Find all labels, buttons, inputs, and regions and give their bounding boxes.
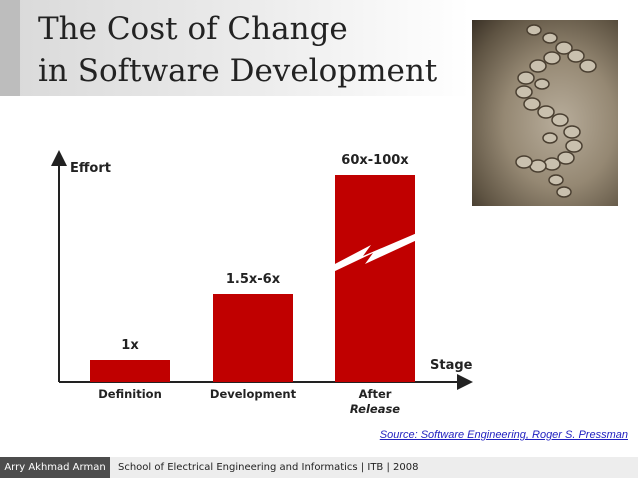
dollar-coins-photo xyxy=(472,20,618,206)
y-axis-label: Effort xyxy=(70,161,111,176)
axis-break-mark xyxy=(333,233,417,272)
slide-title-line-2: in Software Development xyxy=(38,53,438,89)
title-band: The Cost of Change in Software Developme… xyxy=(0,0,470,96)
footer-author: Arry Akhmad Arman xyxy=(0,457,110,478)
bar-after-release xyxy=(335,175,415,382)
category-label: Development xyxy=(210,387,297,401)
footer-bar: Arry Akhmad Arman School of Electrical E… xyxy=(0,457,638,478)
slide-title: The Cost of Change in Software Developme… xyxy=(38,8,437,92)
source-citation[interactable]: Source: Software Engineering, Roger S. P… xyxy=(379,429,628,441)
cost-chart: Effort Stage 1x Definition 1.5x-6x Developm… xyxy=(51,150,473,416)
dollar-sign-icon xyxy=(515,24,597,198)
category-label: Definition xyxy=(98,387,162,401)
category-label: Release xyxy=(350,402,400,416)
bar-development xyxy=(213,294,293,382)
footer-school: School of Electrical Engineering and Inf… xyxy=(118,462,419,473)
x-axis-label: Stage xyxy=(430,358,473,373)
bar-value-label: 60x-100x xyxy=(341,153,409,168)
title-stripe xyxy=(0,0,20,96)
category-label: After xyxy=(359,387,392,401)
slide-title-line-1: The Cost of Change xyxy=(38,11,348,47)
bars-group: 1x Definition 1.5x-6x Development 60x-100x Af… xyxy=(90,153,417,416)
bar-definition xyxy=(90,360,170,382)
bar-value-label: 1.5x-6x xyxy=(226,272,281,287)
bar-value-label: 1x xyxy=(121,338,139,353)
